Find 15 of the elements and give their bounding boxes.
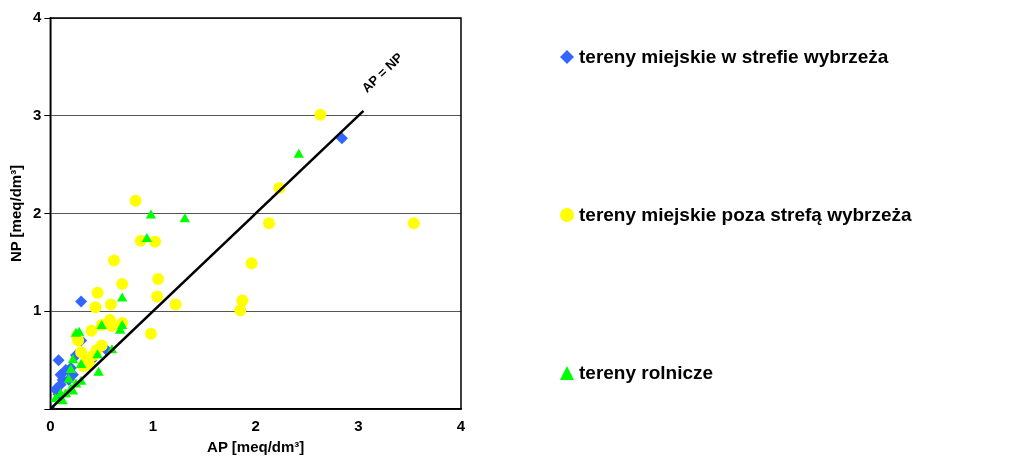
x-tick-label: 2	[251, 417, 260, 435]
y-tick-label: 1	[33, 301, 42, 319]
y-tick-label: 4	[33, 8, 42, 26]
x-tick-label: 0	[46, 417, 55, 435]
legend-label: tereny rolnicze	[579, 362, 714, 384]
y-tick-label: 2	[33, 203, 42, 221]
y-axis-title: NP [meq/dm³]	[7, 164, 25, 263]
x-axis-title: AP [meq/dm³]	[207, 438, 305, 456]
x-tick-label: 1	[148, 417, 158, 435]
legend-label: tereny miejskie w strefie wybrzeża	[579, 46, 889, 68]
x-tick-label: 4	[456, 417, 466, 435]
x-tick-label: 3	[354, 417, 363, 435]
y-tick-label: 3	[33, 105, 42, 123]
legend-label: tereny miejskie poza strefą wybrzeża	[579, 204, 912, 226]
annotation: AP = NP	[358, 49, 406, 96]
